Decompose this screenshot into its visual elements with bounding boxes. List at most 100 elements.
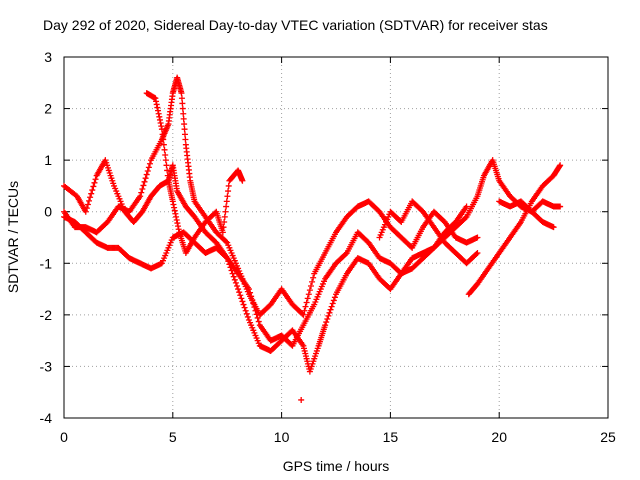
series-trace-6 [465, 162, 564, 298]
data-point [326, 309, 333, 316]
data-point [473, 251, 480, 258]
data-point [236, 289, 243, 296]
data-point [143, 171, 150, 178]
data-point [306, 287, 313, 294]
data-point [172, 210, 179, 217]
y-tick-label: 1 [44, 152, 52, 168]
grid-lines [64, 57, 608, 418]
data-point [221, 213, 228, 220]
data-point [305, 291, 312, 298]
data-point [227, 264, 234, 271]
data-point [556, 163, 563, 170]
x-tick-label: 5 [169, 429, 177, 445]
data-point [158, 126, 165, 133]
data-point [550, 224, 557, 231]
data-point [178, 90, 185, 97]
data-point [157, 120, 164, 127]
x-tick-labels: 0 5 10 15 20 25 [60, 429, 616, 445]
data-point [84, 201, 91, 208]
data-point [146, 160, 153, 167]
data-point [239, 177, 246, 184]
data-point [153, 101, 160, 108]
data-point [179, 100, 186, 107]
y-tick-labels: -4 -3 -2 -1 0 1 2 3 [40, 49, 53, 426]
data-point [328, 303, 335, 310]
y-tick-label: -2 [40, 307, 53, 323]
data-point [142, 175, 149, 182]
data-point [173, 216, 180, 223]
data-point [163, 162, 170, 169]
data-point [241, 304, 248, 311]
data-point [239, 298, 246, 305]
data-point [175, 223, 182, 230]
data-point [242, 307, 249, 314]
data-point [342, 251, 349, 258]
data-point [243, 310, 250, 317]
data-point [137, 193, 144, 200]
data-point [557, 162, 564, 169]
data-point [235, 286, 242, 293]
data-point [225, 188, 232, 195]
y-tick-label: 2 [44, 101, 52, 117]
data-point [302, 303, 309, 310]
data-point [91, 179, 98, 186]
data-point [159, 131, 166, 138]
data-point [141, 178, 148, 185]
data-point [152, 95, 159, 102]
data-point [156, 116, 163, 123]
x-tick-label: 15 [383, 429, 399, 445]
data-point [90, 183, 97, 190]
data-point [244, 313, 251, 320]
data-point [230, 273, 237, 280]
data-point [223, 254, 230, 261]
data-point [323, 319, 330, 326]
data-point [155, 107, 162, 114]
data-point [299, 310, 306, 317]
data-point [86, 197, 93, 204]
data-point [162, 157, 169, 164]
data-point [161, 146, 168, 153]
y-tick-label: -4 [40, 410, 53, 426]
data-point [330, 297, 337, 304]
data-point [180, 115, 187, 122]
data-point [557, 203, 564, 210]
y-tick-label: 0 [44, 204, 52, 220]
data-point [329, 300, 336, 307]
data-point [325, 312, 332, 319]
data-point [173, 213, 180, 220]
data-point [92, 176, 99, 183]
data-point [301, 307, 308, 314]
data-point [175, 226, 182, 233]
data-point [139, 186, 146, 193]
data-point [222, 208, 229, 215]
data-point [181, 121, 188, 128]
data-point [155, 110, 162, 117]
series-trace-7 [496, 198, 564, 215]
data-point [223, 198, 230, 205]
data-point [156, 113, 163, 120]
data-point [303, 299, 310, 306]
data-point [88, 190, 95, 197]
data-point [179, 105, 186, 112]
data-point [226, 261, 233, 268]
data-point [225, 182, 232, 189]
data-point [145, 164, 152, 171]
y-tick-label: 3 [44, 49, 52, 65]
data-point [220, 224, 227, 231]
series-trace-1 [61, 157, 557, 349]
data-point [83, 205, 90, 212]
data-point [462, 214, 469, 221]
data-point [229, 270, 236, 277]
series-outlier [298, 396, 305, 403]
data-point [178, 95, 185, 102]
x-tick-label: 25 [600, 429, 616, 445]
data-point [232, 279, 239, 286]
x-tick-label: 0 [60, 429, 68, 445]
data-points [61, 74, 564, 403]
data-point [255, 318, 262, 325]
data-point [140, 182, 147, 189]
data-point [231, 276, 238, 283]
data-point [153, 98, 160, 105]
data-point [160, 141, 167, 148]
data-point [233, 282, 240, 289]
